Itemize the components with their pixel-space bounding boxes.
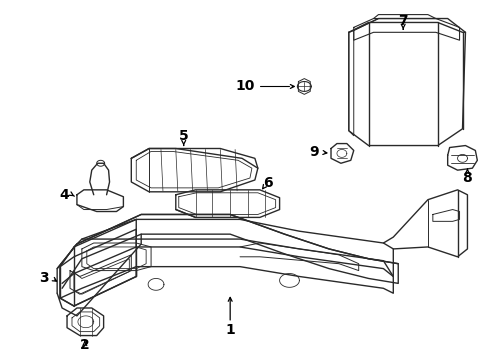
Text: 1: 1 [225,323,235,337]
Text: 3: 3 [40,271,49,285]
Text: 4: 4 [59,188,69,202]
Text: 5: 5 [179,129,189,143]
Text: 9: 9 [309,145,319,159]
Text: 7: 7 [398,14,408,27]
Text: 2: 2 [80,338,90,352]
Text: 8: 8 [463,171,472,185]
Text: 10: 10 [235,80,255,94]
Text: 6: 6 [263,176,272,190]
